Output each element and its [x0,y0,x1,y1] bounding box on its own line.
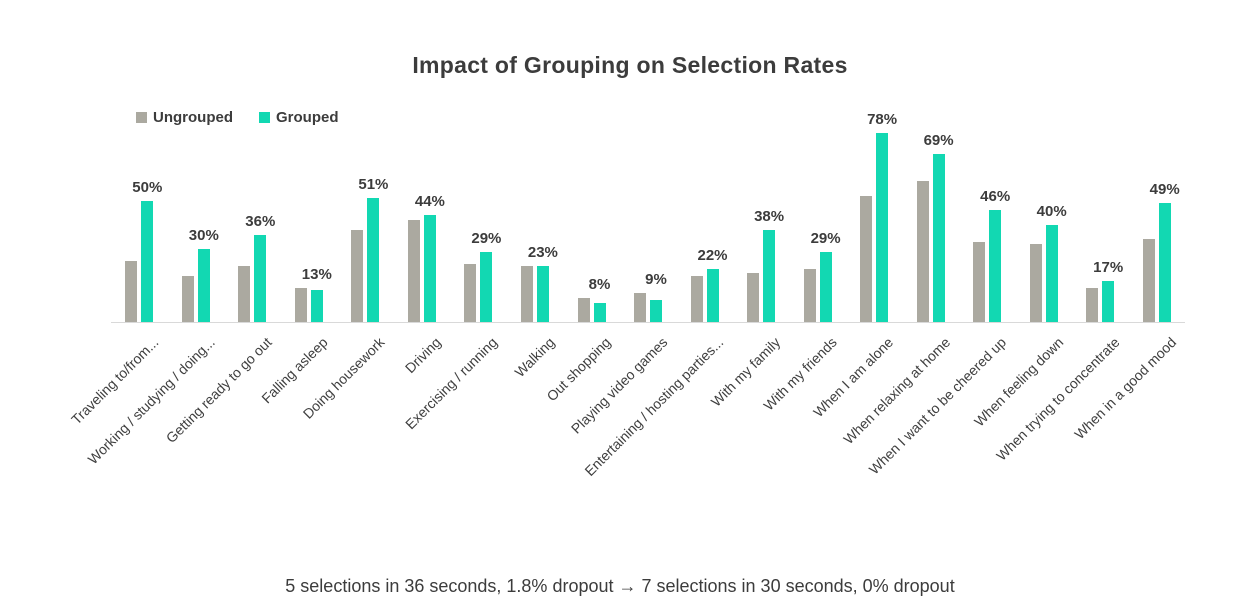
bar-ungrouped [577,297,590,322]
bar-ungrouped [181,275,194,322]
bar-grouped [706,268,719,322]
bar-grouped [932,154,945,322]
x-axis-label: When in a good mood [1070,334,1180,443]
legend-label: Grouped [276,109,339,126]
bar-grouped [423,215,436,322]
bar-grouped [1045,224,1058,322]
bar-grouped [763,229,776,322]
value-label: 30% [188,227,219,245]
value-label: 36% [245,212,276,230]
summary-caption: 5 selections in 36 seconds, 1.8% dropout… [285,576,955,596]
bar-ungrouped [520,266,533,322]
bar-ungrouped [634,292,646,322]
bar-grouped [536,266,549,322]
bar-ungrouped [1029,244,1042,322]
legend-label: Ungrouped [153,109,233,126]
value-label: 38% [754,207,785,225]
value-label: 29% [810,229,841,247]
bar-grouped [367,198,380,322]
chart-title: Impact of Grouping on Selection Rates [412,52,848,78]
value-label: 13% [301,266,332,283]
bar-ungrouped [690,275,703,322]
bar-ungrouped [1142,239,1155,322]
bar-ungrouped [1086,288,1099,322]
value-label: 49% [1149,180,1180,198]
bar-ungrouped [464,263,477,322]
value-label: 29% [471,229,502,247]
bar-ungrouped [407,219,420,322]
value-label: 40% [1036,202,1067,220]
bar-grouped [876,132,889,322]
bar-grouped [1102,280,1115,322]
bar-grouped [1158,202,1171,322]
legend-item-ungrouped: Ungrouped [136,109,233,126]
x-axis-label: Driving [402,334,445,377]
value-label: 51% [358,176,389,194]
value-label: 78% [867,110,898,128]
value-label: 46% [980,188,1011,206]
legend-swatch-icon [136,112,147,123]
bar-ungrouped [860,195,873,322]
value-label: 50% [132,178,163,196]
bar-ungrouped [803,268,816,322]
value-label: 9% [645,270,667,288]
value-label: 17% [1093,258,1124,276]
bar-grouped [254,234,267,322]
bar-grouped [650,300,662,322]
bar-grouped [593,302,606,322]
bar-ungrouped [916,181,929,322]
plot-area: 50% 30% 36% 13% 51% 44% 29% 23% 8% 9% 22% 38% 29% 78%… [111,80,1185,323]
legend-item-grouped: Grouped [259,109,339,126]
bar-ungrouped [973,241,986,322]
value-label: 22% [697,246,728,264]
value-label: 23% [527,244,558,262]
bar-grouped [310,290,323,322]
bar-ungrouped [747,273,760,322]
bar-ungrouped [125,261,138,322]
bar-ungrouped [351,229,364,322]
bar-ungrouped [294,288,307,322]
bar-grouped [989,210,1002,322]
bar-ungrouped [238,266,251,322]
x-axis-label: Getting ready to go out [162,334,275,447]
x-axis-label: When relaxing at home [839,334,953,448]
x-axis-labels: Traveling to/from... Working / studying /… [68,324,1185,544]
legend-swatch-icon [259,112,270,123]
x-axis-line [111,322,1185,323]
value-label: 8% [588,275,611,293]
bar-grouped [480,251,493,322]
bar-grouped [141,200,154,322]
x-axis-label: Playing video games [567,334,671,437]
chart-legend: Ungrouped Grouped [136,109,339,126]
x-axis-label: Walking [511,334,558,381]
bar-grouped [819,251,832,322]
value-label: 44% [414,193,445,211]
bar-grouped [197,249,210,322]
value-label: 69% [923,132,954,150]
